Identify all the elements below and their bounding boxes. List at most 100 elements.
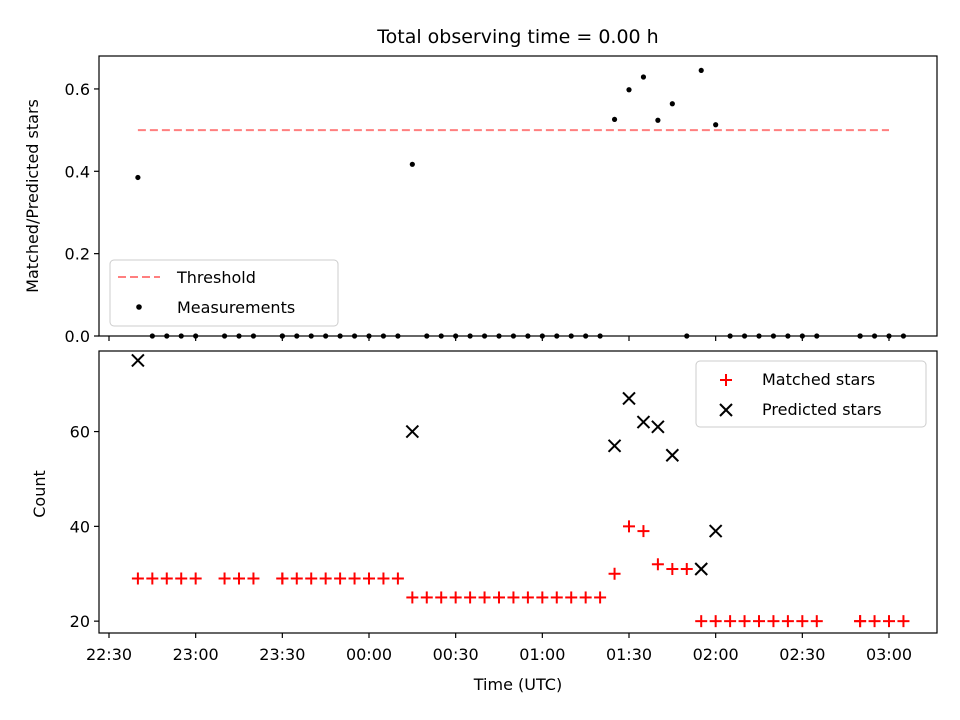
matched-star-point xyxy=(449,591,462,604)
matched-star-point xyxy=(796,615,809,628)
matched-star-point xyxy=(594,591,607,604)
measurements-legend-label: Measurements xyxy=(177,298,295,317)
measurement-point xyxy=(713,122,719,128)
matched-star-point xyxy=(608,567,621,580)
bottom-y-axis: 20 40 60 xyxy=(70,423,99,631)
x-axis-label: Time (UTC) xyxy=(473,675,562,694)
matched-star-point xyxy=(724,615,737,628)
matched-star-point xyxy=(377,572,390,585)
x-tick-label: 00:00 xyxy=(346,645,392,664)
matched-star-point xyxy=(897,615,910,628)
measurement-point xyxy=(611,116,618,123)
matched-star-point xyxy=(753,615,765,628)
x-tick-label: 03:00 xyxy=(866,645,912,664)
predicted-star-point xyxy=(665,448,680,462)
bottom-y-tick-label: 60 xyxy=(70,423,90,442)
measurement-point xyxy=(626,87,632,93)
x-tick-label: 23:30 xyxy=(259,645,305,664)
top-y-tick-label: 0.0 xyxy=(65,327,90,346)
matched-star-point xyxy=(363,572,375,585)
matched-star-point xyxy=(623,520,635,533)
measurement-point xyxy=(655,117,661,123)
matched-star-point xyxy=(478,591,491,604)
measurement-point xyxy=(640,74,647,80)
x-tick-label: 23:00 xyxy=(173,645,219,664)
bottom-legend-box xyxy=(695,360,927,428)
x-tick-label: 01:00 xyxy=(519,645,565,664)
matched-star-point xyxy=(767,615,780,628)
matched-star-point xyxy=(348,572,361,585)
bottom-y-tick-label: 20 xyxy=(70,612,90,631)
measurement-point xyxy=(135,174,141,181)
matched-star-point xyxy=(276,572,289,585)
x-tick-label: 01:30 xyxy=(606,645,652,664)
matched-star-point xyxy=(391,572,404,585)
bottom-panel-frame xyxy=(98,350,938,634)
chart-title: Total observing time = 0.00 h xyxy=(376,26,658,48)
matched-star-point xyxy=(507,591,520,604)
top-y-tick-label: 0.6 xyxy=(65,80,90,99)
matched-star-point xyxy=(218,572,231,585)
x-tick-label: 22:30 xyxy=(86,645,132,664)
matched-star-point xyxy=(334,572,347,585)
top-x-ticks xyxy=(108,336,890,341)
predicted-star-point xyxy=(622,391,636,406)
predicted-star-point xyxy=(651,420,665,434)
top-legend-box xyxy=(109,259,339,327)
matched-star-point xyxy=(189,572,202,585)
matched-legend-marker xyxy=(720,374,732,386)
matched-star-point xyxy=(406,591,419,604)
matched-star-point xyxy=(493,591,505,604)
top-y-axis: 0.0 0.2 0.4 0.6 xyxy=(65,80,99,346)
matched-star-point xyxy=(420,591,433,604)
x-tick-label: 02:30 xyxy=(779,645,825,664)
predicted-legend-marker xyxy=(719,403,733,417)
matched-star-point xyxy=(175,572,188,585)
bottom-legend: Matched stars Predicted stars xyxy=(695,360,927,428)
bottom-panel-marks xyxy=(131,353,910,628)
matched-star-point xyxy=(680,563,693,576)
predicted-star-point xyxy=(131,353,145,368)
top-panel: 0.0 0.2 0.4 0.6 Matched/Predicted stars Thr… xyxy=(23,55,938,346)
matched-star-point xyxy=(550,591,563,604)
matched-star-point xyxy=(695,615,708,628)
matched-star-point xyxy=(521,591,534,604)
predicted-star-point xyxy=(708,524,723,538)
matched-star-point xyxy=(319,572,332,585)
top-y-tick-label: 0.2 xyxy=(65,245,90,264)
predicted-legend-label: Predicted stars xyxy=(762,400,882,419)
matched-star-point xyxy=(247,572,260,585)
matched-star-point xyxy=(738,615,751,628)
predicted-star-point xyxy=(694,562,708,576)
x-tick-label: 00:30 xyxy=(433,645,479,664)
matched-star-point xyxy=(290,572,303,585)
matched-star-point xyxy=(709,615,722,628)
measurements-legend-marker xyxy=(136,304,142,310)
predicted-star-point xyxy=(636,415,651,429)
measurement-point xyxy=(669,101,675,107)
matched-star-point xyxy=(868,615,881,628)
matched-star-point xyxy=(160,572,173,585)
top-legend: Threshold Measurements xyxy=(109,259,339,327)
matched-star-point xyxy=(233,572,245,585)
matched-star-point xyxy=(146,572,159,585)
matched-star-point xyxy=(536,591,549,604)
matched-star-point xyxy=(565,591,578,604)
matched-star-point xyxy=(883,615,895,628)
matched-legend-label: Matched stars xyxy=(762,370,875,389)
matched-star-point xyxy=(666,563,679,576)
x-tick-label: 02:00 xyxy=(693,645,739,664)
matched-star-point xyxy=(579,591,592,604)
matched-star-point xyxy=(651,558,664,571)
matched-star-point xyxy=(464,591,477,604)
matched-star-point xyxy=(637,525,650,538)
matched-star-point xyxy=(435,591,448,604)
matched-star-point xyxy=(305,572,318,585)
matched-star-point xyxy=(854,615,867,628)
bottom-x-axis: 22:30 23:00 23:30 00:00 00:30 01:00 01:30 02:00… xyxy=(86,633,912,664)
top-y-tick-label: 0.4 xyxy=(65,162,90,181)
top-panel-frame xyxy=(98,55,938,337)
predicted-star-point xyxy=(607,439,622,453)
predicted-star-point xyxy=(405,424,420,439)
